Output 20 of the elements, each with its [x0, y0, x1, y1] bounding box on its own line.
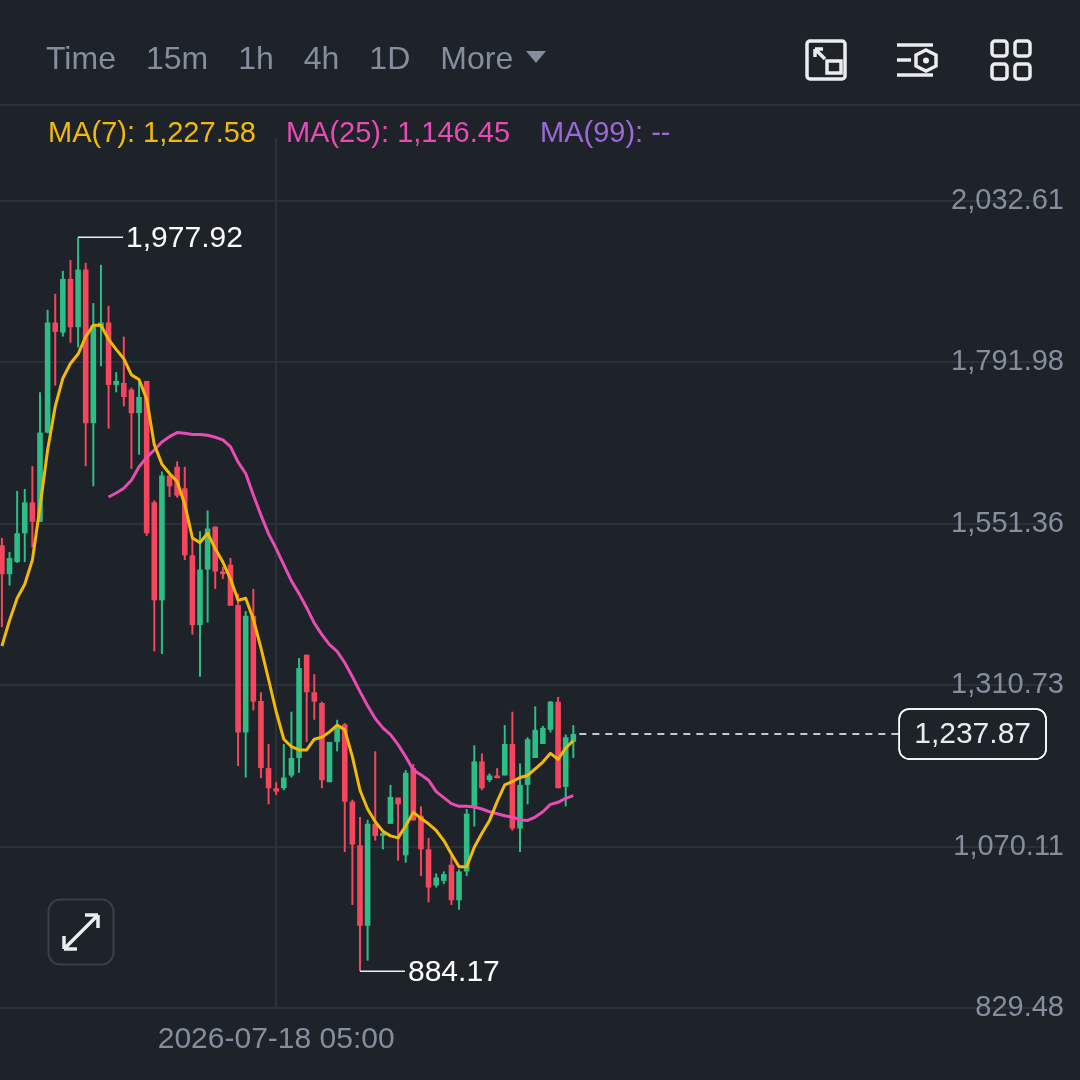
text: 15m: [145, 40, 209, 77]
legend-label: MA(99): --: [540, 116, 671, 149]
candlestick: [52, 293, 59, 386]
text: More: [440, 40, 514, 77]
text: 1h: [238, 40, 274, 77]
annotation: 1,977.92: [126, 219, 243, 253]
text: Time: [46, 40, 116, 77]
text: MA(7): 1,227.58: [48, 116, 256, 149]
y-tick-label: 1,070.11: [953, 828, 1064, 861]
y-tick-label: 1,791.98: [951, 344, 1064, 377]
y-tick-label: 829.48: [975, 990, 1064, 1022]
text: 1D: [369, 40, 411, 77]
y-tick-label: 2,032.61: [951, 182, 1064, 215]
x-tick-label: 2026-07-18 05:00: [157, 1021, 395, 1055]
ref-line-label: 1,237.87: [914, 716, 1031, 750]
annotation: 884.17: [408, 953, 500, 987]
y-tick-label: 1,551.36: [951, 505, 1064, 538]
y-tick-label: 1,310.73: [951, 667, 1064, 700]
text: 4h: [303, 40, 340, 77]
text: MA(25): 1,146.45: [285, 116, 511, 149]
